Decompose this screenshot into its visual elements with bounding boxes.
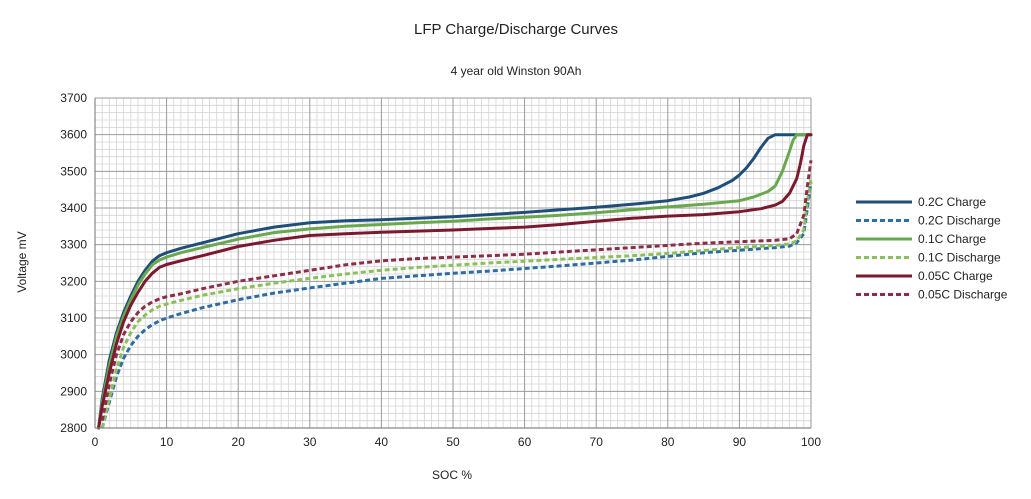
series-line-4: [100, 178, 813, 429]
x-tick-label: 50: [446, 435, 460, 449]
y-tick-label: 2800: [60, 421, 87, 435]
series-lines: [97, 133, 813, 430]
x-tick-label: 80: [661, 435, 675, 449]
y-tick-label: 3600: [60, 128, 87, 142]
x-tick-label: 70: [590, 435, 604, 449]
y-tick-label: 3000: [60, 348, 87, 362]
chart-title: LFP Charge/Discharge Curves: [414, 21, 618, 38]
x-tick-label: 20: [232, 435, 246, 449]
series-line-1: [97, 133, 813, 430]
x-tick-label: 0: [92, 435, 99, 449]
x-tick-label: 10: [160, 435, 174, 449]
y-tick-label: 3200: [60, 274, 87, 288]
x-tick-label: 30: [303, 435, 317, 449]
x-tick-label: 60: [518, 435, 532, 449]
y-tick-label: 2900: [60, 384, 87, 398]
axes: [94, 98, 811, 429]
series-line-6: [100, 160, 813, 421]
x-tick-label: 90: [733, 435, 747, 449]
series-line-3: [97, 133, 813, 430]
series-line-5: [97, 133, 813, 430]
y-tick-label: 3700: [60, 91, 87, 105]
legend-label-5: 0.05C Charge: [918, 269, 993, 283]
legend-label-3: 0.1C Charge: [918, 232, 986, 246]
legend-label-4: 0.1C Discharge: [918, 251, 1001, 265]
x-axis-label: SOC %: [432, 468, 472, 482]
y-tick-label: 3100: [60, 311, 87, 325]
y-axis-label: Voltage mV: [15, 231, 29, 292]
chart-subtitle: 4 year old Winston 90Ah: [451, 64, 582, 78]
y-tick-labels: 2800 2900 3000 3100 3200 3300 3400 3500 3600 3700: [60, 91, 87, 435]
legend-label-6: 0.05C Discharge: [918, 288, 1008, 302]
legend-label-1: 0.2C Charge: [918, 195, 986, 209]
legend-label-2: 0.2C Discharge: [918, 214, 1001, 228]
x-tick-label: 100: [801, 435, 821, 449]
x-tick-label: 40: [375, 435, 389, 449]
y-tick-label: 3400: [60, 201, 87, 215]
y-tick-label: 3500: [60, 164, 87, 178]
x-tick-labels: 0 10 20 30 40 50 60 70 80 90 100: [92, 435, 822, 449]
series-line-2: [100, 182, 813, 429]
y-tick-label: 3300: [60, 238, 87, 252]
legend: 0.2C Charge 0.2C Discharge 0.1C Charge 0.1C…: [856, 195, 1008, 302]
